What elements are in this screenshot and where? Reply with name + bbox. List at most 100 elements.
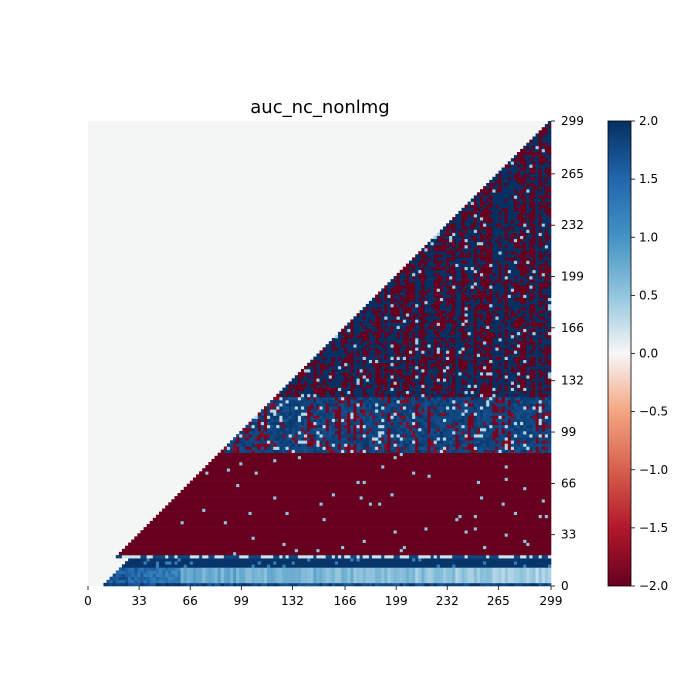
heatmap-cell-run (517, 418, 521, 422)
heatmap-cell-run (378, 579, 382, 584)
heatmap-cell-run (504, 214, 509, 218)
heatmap-cell-run (442, 375, 447, 379)
heatmap-cell-run (347, 400, 351, 404)
heatmap-cell-run (520, 353, 527, 357)
heatmap-cell-run (199, 555, 203, 559)
heatmap-cell-run (513, 238, 518, 243)
heatmap-cell-run (446, 356, 450, 360)
heatmap-cell-run (168, 570, 172, 574)
heatmap-cell-run (439, 235, 444, 240)
heatmap-cell-run (427, 297, 438, 302)
heatmap-cell-run (390, 331, 397, 336)
heatmap-cell-run (541, 387, 546, 391)
heatmap-cell-run (393, 276, 397, 280)
heatmap-cell-run (439, 344, 444, 348)
heatmap-cell-run (436, 365, 444, 370)
heatmap-cell-run (532, 334, 546, 339)
heatmap-cell-run (517, 189, 521, 193)
heatmap-cell-run (470, 288, 475, 292)
heatmap-cell-run (334, 412, 342, 416)
heatmap-cell-run (486, 582, 490, 587)
heatmap-cell-run (455, 387, 462, 391)
heatmap-cell-run (137, 570, 141, 574)
heatmap-cell-run (402, 406, 407, 410)
heatmap-cell-run (260, 412, 265, 416)
heatmap-cell-run (483, 418, 487, 422)
heatmap-cell-run (517, 400, 521, 404)
heatmap-cell-run (529, 403, 533, 407)
heatmap-cell-run (510, 431, 515, 435)
heatmap-cell-run (307, 400, 314, 404)
heatmap-cell-run (291, 421, 296, 426)
heatmap-cell-run (470, 279, 475, 283)
heatmap-cell-run (393, 440, 397, 444)
heatmap-cell-run (140, 570, 144, 574)
heatmap-cell-run (384, 344, 391, 348)
heatmap-cell-run (483, 365, 487, 370)
heatmap-cell-run (297, 424, 302, 429)
heatmap-cell-run (439, 347, 450, 351)
heatmap-cell-run (390, 409, 394, 413)
heatmap-cell-run (532, 412, 536, 416)
heatmap-cell-run (334, 561, 339, 565)
heatmap-cell-run (313, 400, 317, 404)
heatmap-cell-run (544, 279, 549, 283)
heatmap-cell-run (526, 570, 530, 574)
heatmap-cell-run (183, 486, 524, 491)
heatmap-cell-run (279, 570, 283, 574)
heatmap-cell-run (387, 567, 391, 571)
heatmap-cell-run (155, 564, 160, 568)
heatmap-cell-run (433, 279, 444, 283)
heatmap-cell-run (464, 288, 468, 292)
heatmap-cell-run (313, 449, 317, 453)
heatmap-cell-run (538, 446, 543, 450)
heatmap-cell-run (517, 214, 524, 218)
heatmap-cell-run (353, 424, 357, 429)
heatmap-cell-run (338, 576, 342, 581)
heatmap-cell-run (375, 396, 379, 401)
heatmap-cell-run (489, 582, 493, 587)
heatmap-cell-run (387, 443, 391, 447)
heatmap-cell-run (174, 582, 178, 587)
heatmap-cell-run (520, 446, 524, 450)
heatmap-cell-run (402, 387, 410, 391)
heatmap-cell-run (254, 449, 259, 453)
heatmap-cell-run (128, 576, 132, 581)
heatmap-cell-run (415, 316, 419, 320)
heatmap-cell-run (405, 409, 410, 413)
heatmap-cell-run (316, 409, 320, 413)
heatmap-cell-run (486, 400, 490, 404)
heatmap-cell-run (526, 328, 530, 333)
heatmap-cell-run (538, 235, 543, 240)
heatmap-cell-run (535, 344, 546, 348)
heatmap-cell-run (267, 579, 271, 584)
heatmap-cell-run (189, 582, 194, 587)
heatmap-cell-run (362, 437, 367, 441)
heatmap-cell-run (449, 276, 453, 280)
heatmap-cell-run (402, 427, 407, 432)
heatmap-cell-run (399, 400, 410, 404)
heatmap-cell-run (412, 449, 416, 453)
heatmap-cell-run (424, 251, 447, 255)
heatmap-cell-run (347, 427, 351, 432)
heatmap-cell-run (421, 412, 425, 416)
heatmap-cell-run (452, 263, 456, 267)
heatmap-cell-run (544, 223, 549, 227)
heatmap-cell-run (384, 285, 388, 289)
heatmap-cell-run (476, 406, 481, 410)
heatmap-cell-run (328, 570, 333, 574)
heatmap-cell-run (473, 409, 478, 413)
heatmap-cell-run (338, 443, 342, 447)
heatmap-cell-run (217, 576, 222, 581)
heatmap-cell-run (501, 269, 505, 274)
heatmap-cell-run (449, 288, 456, 292)
heatmap-cell-run (442, 285, 447, 289)
heatmap-cell-run (365, 412, 370, 416)
heatmap-cell-run (436, 325, 447, 329)
heatmap-cell-run (427, 257, 431, 261)
heatmap-cell-run (461, 266, 465, 271)
heatmap-cell-run (507, 183, 521, 187)
heatmap-cell-run (223, 576, 228, 581)
heatmap-cell-run (483, 409, 487, 413)
heatmap-cell-run (276, 573, 280, 577)
